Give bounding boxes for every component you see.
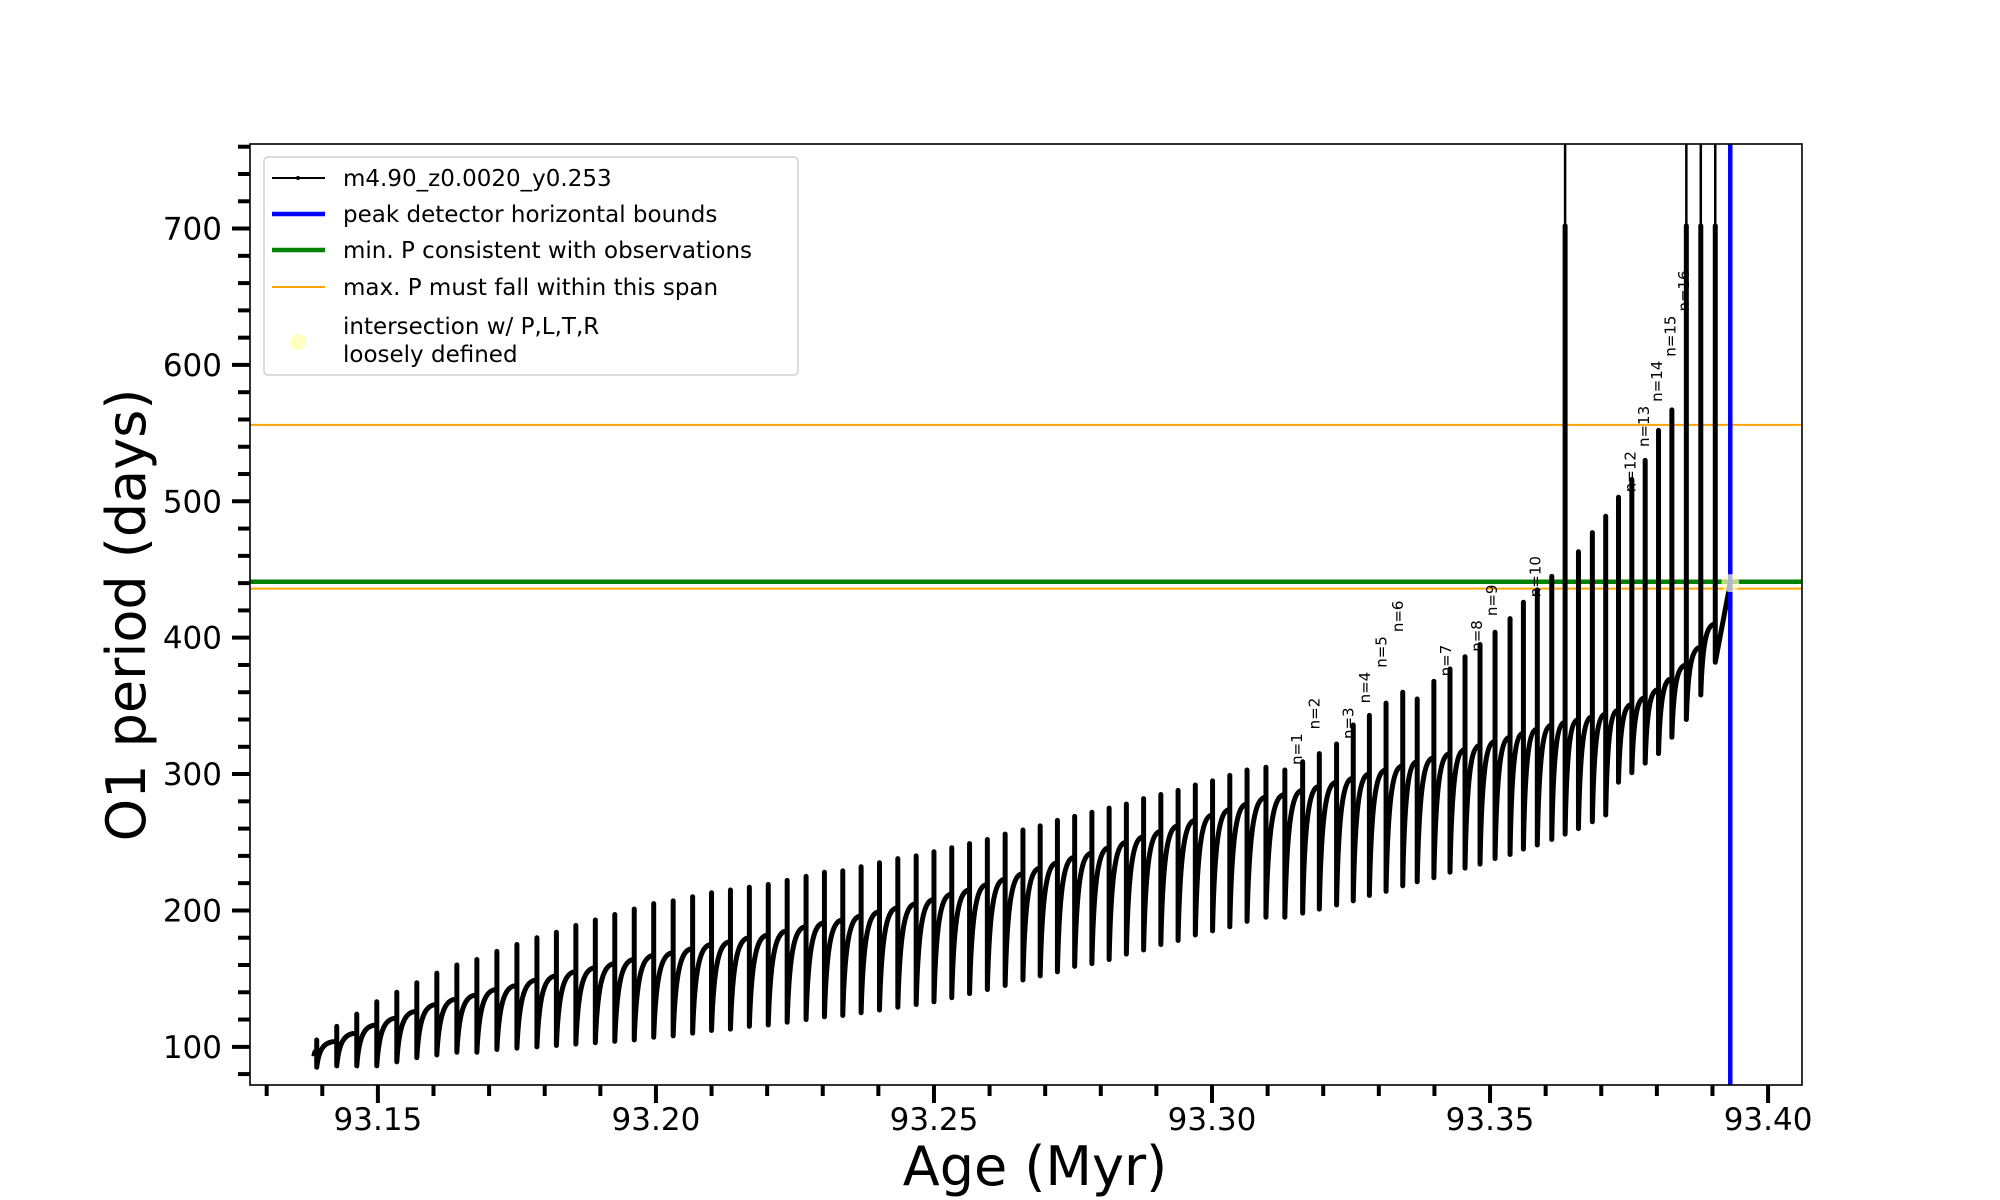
legend-label: min. P consistent with observations: [343, 238, 752, 264]
x-tick-label: 93.25: [890, 1102, 979, 1138]
legend-label: max. P must fall within this span: [343, 275, 718, 301]
cycle-annotation: n=13: [1635, 406, 1653, 447]
plot-area: [250, 144, 1802, 1085]
cycle-annotation: n=12: [1621, 451, 1639, 492]
cycle-annotation: n=16: [1675, 270, 1693, 311]
x-axis-label: Age (Myr): [903, 1135, 1168, 1198]
cycle-annotation: n=6: [1389, 601, 1407, 633]
cycle-annotation: n=10: [1526, 556, 1544, 597]
y-tick-label: 100: [163, 1030, 222, 1066]
cycle-annotation: n=2: [1306, 698, 1324, 730]
legend-box: [263, 156, 799, 376]
x-tick-label: 93.35: [1446, 1102, 1535, 1138]
legend-swatch-marker: [296, 176, 300, 180]
legend-label: peak detector horizontal bounds: [343, 202, 717, 228]
x-tick-label: 93.30: [1168, 1102, 1257, 1138]
legend-label-line2: loosely defined: [343, 342, 518, 368]
series-line: [311, 223, 1733, 1070]
y-axis-label: O1 period (days): [95, 389, 158, 842]
cycle-annotation: n=9: [1483, 585, 1501, 617]
cycle-annotation: n=4: [1356, 672, 1374, 704]
y-tick-label: 200: [163, 893, 222, 929]
y-tick-label: 400: [163, 621, 222, 657]
intersection-point: [1721, 574, 1740, 593]
y-tick-label: 300: [163, 757, 222, 793]
x-tick-label: 93.20: [612, 1102, 701, 1138]
cycle-annotation: n=14: [1648, 361, 1666, 402]
legend-label: m4.90_z0.0020_y0.253: [343, 166, 612, 192]
y-tick-label: 600: [163, 348, 222, 384]
x-tick-label: 93.15: [334, 1102, 423, 1138]
cycle-annotation: n=8: [1468, 620, 1486, 652]
y-tick-label: 500: [163, 484, 222, 520]
cycle-annotation: n=5: [1372, 636, 1390, 668]
cycle-annotation: n=1: [1288, 733, 1306, 765]
cycle-annotations: n=1n=2 n=3 n=4 n=5 n=6 n=7 n=8 n=9 n=10 n=12 n=13 n…: [1288, 270, 1693, 765]
cycle-annotation: n=3: [1340, 707, 1358, 739]
cycle-annotation: n=7: [1437, 645, 1455, 677]
x-tick-label: 93.40: [1724, 1102, 1813, 1138]
axes: 93.15 93.20 93.25 93.30 93.35 93.40 100 200 300 4…: [163, 144, 1813, 1138]
legend-label: intersection w/ P,L,T,R: [343, 314, 599, 340]
plot-frame: [249, 143, 1803, 1086]
y-tick-label: 700: [163, 212, 222, 248]
cycle-annotation: n=15: [1662, 316, 1680, 357]
legend-swatch-circle: [290, 334, 306, 350]
